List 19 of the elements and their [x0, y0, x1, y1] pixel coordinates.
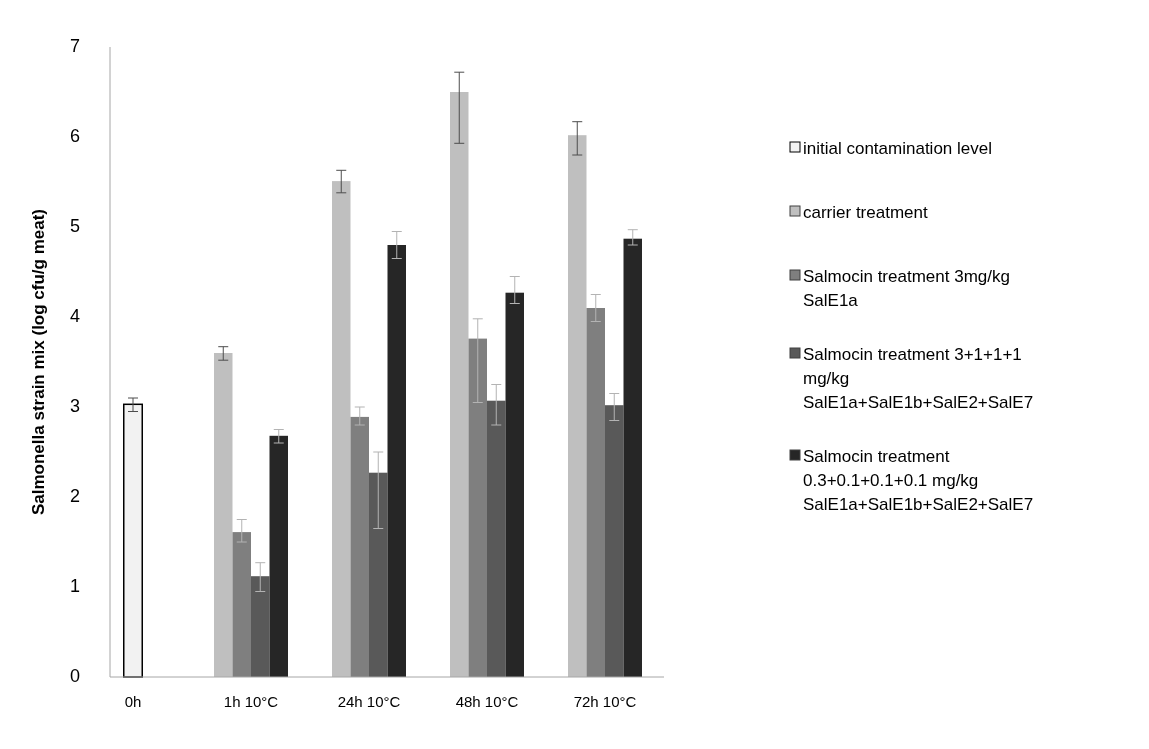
y-tick-label: 7: [69, 35, 80, 56]
legend-label: Salmocin treatment 0.3+0.1+0.1+0.1 mg/kg SalE1a+SalE1b+SalE2+SalE7: [803, 447, 1034, 515]
y-tick-label: 0: [69, 665, 80, 686]
legend-label: Salmocin treatment 3mg/kg SalE1a: [803, 267, 1010, 311]
y-tick-label: 3: [69, 395, 80, 416]
x-tick-label: 24h 10°C: [337, 692, 401, 710]
x-tick-label: 0h: [124, 692, 142, 710]
x-tick-label: 1h 10°C: [223, 692, 279, 710]
y-tick-label: 5: [69, 215, 80, 236]
y-tick-label: 1: [69, 575, 80, 596]
legend-label: Salmocin treatment 3+1+1+1 mg/kg SalE1a+SalE1b+SalE2+SalE7: [803, 345, 1034, 413]
y-axis-title: Salmonella strain mix (log cfu/g meat): [29, 208, 49, 516]
x-tick-label: 72h 10°C: [573, 692, 637, 710]
legend-label: initial contamination level: [803, 139, 992, 159]
y-tick-label: 4: [69, 305, 80, 326]
x-tick-label: 48h 10°C: [455, 692, 519, 710]
y-tick-label: 6: [69, 125, 80, 146]
y-tick-label: 2: [69, 485, 80, 506]
legend-label: carrier treatment: [803, 203, 928, 223]
